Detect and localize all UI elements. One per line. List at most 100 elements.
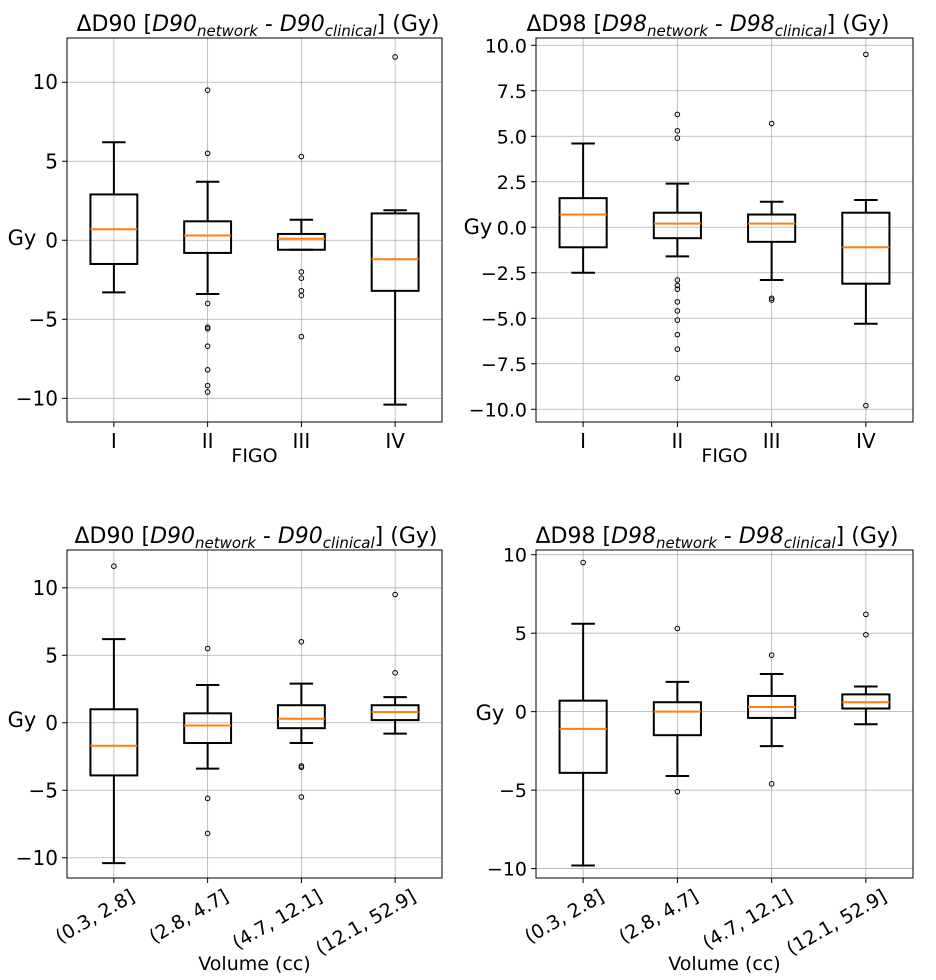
box-iqr (558, 197, 608, 249)
box-iqr (276, 232, 326, 251)
y-tick-label: 0 (45, 228, 58, 252)
box-iqr (183, 220, 233, 254)
outlier-point (298, 269, 305, 275)
outlier-point (204, 87, 211, 93)
x-tick-label: (0.3, 2.8] (52, 885, 139, 948)
outlier-point (204, 382, 211, 389)
box-3 (747, 120, 797, 303)
x-tick-label: III (763, 429, 781, 453)
y-tick-label: 2.5 (497, 172, 527, 194)
outlier-point (674, 286, 681, 292)
outlier-point (674, 625, 681, 632)
outlier-point (204, 343, 211, 349)
outlier-point (204, 150, 211, 157)
box-4 (370, 591, 420, 735)
y-axis-label: Gy (8, 708, 37, 732)
y-tick-label: −10 (16, 846, 58, 870)
y-tick-label: 0.0 (497, 217, 527, 239)
chart-title: ΔD98 [D98network - D98clinical] (Gy) (527, 12, 890, 40)
x-tick-label: II (671, 429, 683, 453)
panel-4: −10 −5 0 5 10 (0.3, 2.8] (2.8, 4.7](4.7, 12.1]… (476, 524, 914, 975)
outlier-point (674, 277, 681, 283)
outlier-point (204, 300, 211, 307)
x-axis-label: FIGO (231, 445, 277, 467)
box-1 (89, 141, 139, 294)
box-1 (558, 559, 608, 867)
outlier-point (674, 282, 681, 289)
y-tick-label: 10 (33, 576, 58, 600)
y-axis-label: Gy (464, 215, 493, 239)
outlier-point (204, 795, 211, 802)
box-4 (841, 611, 891, 726)
outlier-point (674, 135, 681, 141)
box-iqr (183, 712, 233, 745)
outlier-point (298, 333, 305, 340)
x-tick-label: (2.8, 4.7] (615, 885, 702, 948)
y-tick-label: 5.0 (497, 126, 527, 148)
outlier-point (863, 631, 869, 638)
outlier-point (204, 389, 211, 395)
panel-2: −10.0−7.5−5.0−2.50.02.55.07.510.0I II III I… (464, 12, 914, 467)
outlier-point (580, 559, 586, 566)
y-tick-label: 10 (503, 545, 527, 567)
box-3 (276, 638, 326, 800)
x-tick-label: (0.3, 2.8] (521, 885, 608, 948)
x-axis-label: Volume (cc) (668, 953, 780, 975)
axes-frame (66, 37, 443, 423)
outlier-point (863, 402, 869, 409)
box-iqr (89, 708, 139, 777)
outlier-point (863, 51, 869, 58)
y-axis-label: Gy (8, 226, 37, 250)
x-tick-label: (12.1, 52.9] (312, 885, 420, 960)
outlier-point (298, 794, 305, 800)
box-iqr (652, 701, 702, 737)
box-iqr (276, 704, 326, 730)
box-4 (841, 51, 891, 409)
y-tick-label: −5.0 (481, 308, 527, 330)
x-tick-label: (4.7, 12.1] (699, 885, 796, 954)
outlier-point (674, 299, 681, 305)
outlier-point (298, 153, 305, 160)
outlier-point (298, 275, 305, 281)
x-tick-label: II (202, 429, 214, 453)
outlier-point (768, 781, 775, 787)
box-2 (652, 111, 702, 382)
y-tick-label: −7.5 (481, 354, 527, 376)
outlier-point (863, 611, 869, 618)
outlier-point (674, 331, 681, 338)
outlier-point (768, 297, 775, 303)
box-2 (183, 645, 233, 837)
outlier-point (392, 54, 398, 60)
chart-title: ΔD90 [D90network - D90clinical] (Gy) (75, 524, 438, 552)
y-tick-label: −5 (29, 778, 58, 802)
box-iqr (558, 699, 608, 774)
outlier-point (768, 120, 775, 127)
outlier-point (204, 830, 211, 837)
outlier-point (204, 645, 211, 652)
outlier-point (111, 563, 117, 569)
box-1 (558, 142, 608, 274)
outlier-point (674, 111, 681, 118)
y-tick-label: 0 (515, 702, 527, 724)
y-tick-label: 7.5 (497, 81, 527, 103)
outlier-point (768, 295, 775, 302)
x-tick-label: IV (856, 429, 876, 453)
x-axis-label: Volume (cc) (198, 953, 310, 975)
box-4 (370, 54, 420, 406)
panel-3: −10 −5 0 5 10 (0.3, 2.8] (2.8, 4.7](4.7, 12.1]… (8, 524, 443, 975)
x-tick-label: (2.8, 4.7] (145, 885, 232, 948)
box-3 (747, 652, 797, 787)
y-tick-label: −10.0 (469, 399, 527, 421)
outlier-point (392, 591, 398, 598)
y-tick-label: 10.0 (485, 35, 527, 57)
x-tick-label: (12.1, 52.9] (783, 885, 891, 960)
outlier-point (674, 317, 681, 323)
box-2 (652, 625, 702, 795)
y-axis-label: Gy (476, 701, 505, 725)
x-axis-label: FIGO (701, 445, 747, 467)
box-1 (89, 563, 139, 865)
outlier-point (204, 325, 211, 332)
box-2 (183, 87, 233, 395)
box-iqr (370, 212, 420, 292)
